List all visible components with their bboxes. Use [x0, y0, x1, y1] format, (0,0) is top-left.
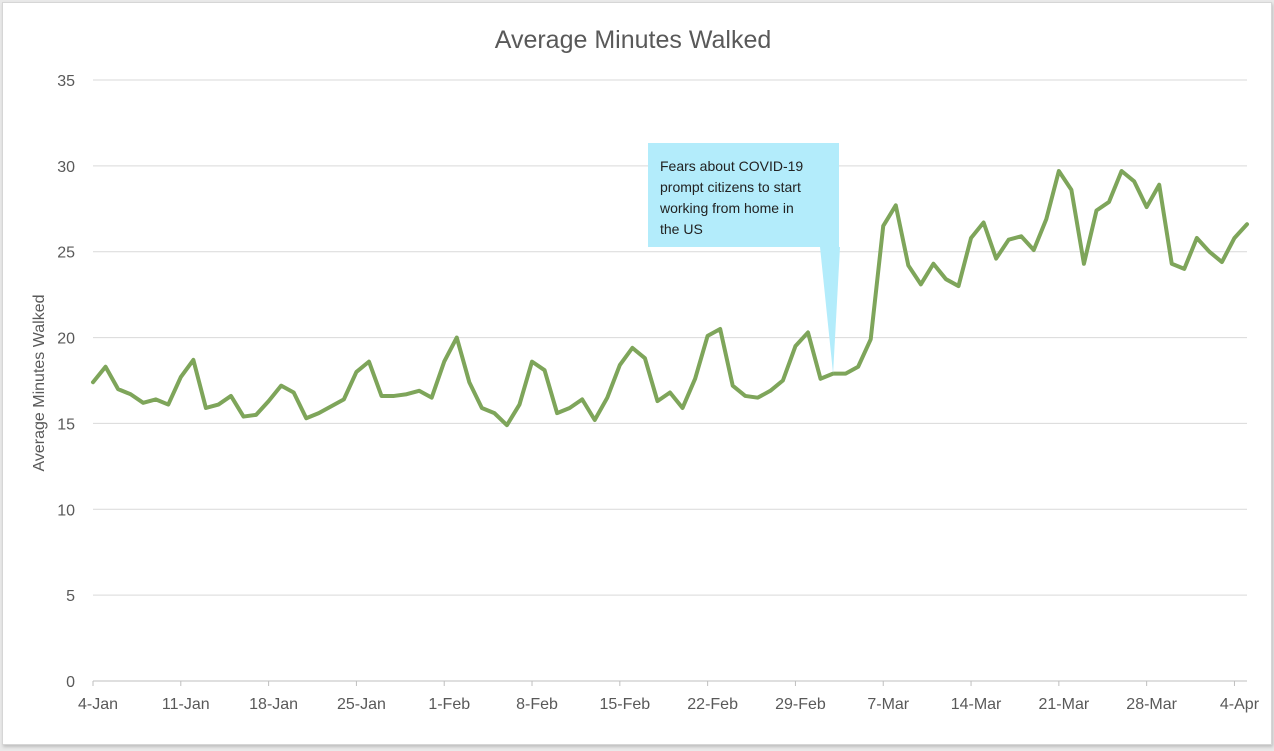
- y-tick-label: 30: [57, 159, 75, 176]
- series-line-group: [91, 169, 1249, 428]
- x-tick-label: 4-Apr: [1220, 696, 1260, 713]
- y-tick-label: 35: [57, 73, 75, 90]
- x-tick-label: 4-Jan: [78, 696, 118, 713]
- x-tick-label: 18-Jan: [249, 696, 298, 713]
- x-tick-label: 14-Mar: [951, 696, 1002, 713]
- x-tick-label: 21-Mar: [1039, 696, 1090, 713]
- x-tick-label: 11-Jan: [162, 696, 210, 713]
- x-tick-label: 28-Mar: [1126, 696, 1177, 713]
- y-tick-label: 0: [66, 674, 75, 691]
- y-tick-label: 15: [57, 416, 75, 433]
- callout-text-line: working from home in: [659, 200, 794, 216]
- y-tick-label: 25: [57, 245, 75, 262]
- y-tick-label: 10: [57, 502, 75, 519]
- x-tick-label: 7-Mar: [867, 696, 909, 713]
- line-chart: Average Minutes Walked Average Minutes W…: [31, 26, 1260, 713]
- y-tick-label: 20: [57, 331, 75, 348]
- x-tick-label: 29-Feb: [775, 696, 826, 713]
- x-tick-label: 25-Jan: [337, 696, 386, 713]
- callout-box: [648, 143, 840, 374]
- x-tick-label: 15-Feb: [599, 696, 650, 713]
- y-tick-label: 5: [66, 588, 75, 605]
- callout-text-line: the US: [660, 221, 703, 237]
- y-tick-labels: 0 5 10 15 20 25 30 35: [57, 73, 75, 691]
- callout-text-line: prompt citizens to start: [660, 179, 801, 195]
- gridlines: [93, 79, 1247, 682]
- y-axis-label: Average Minutes Walked: [31, 295, 48, 472]
- chart-title: Average Minutes Walked: [495, 26, 772, 54]
- x-tick-label: 8-Feb: [516, 696, 558, 713]
- x-tick-label: 22-Feb: [687, 696, 738, 713]
- x-tick-label: 1-Feb: [428, 696, 470, 713]
- annotation-callout: Fears about COVID-19 prompt citizens to s…: [648, 143, 840, 374]
- callout-text-line: Fears about COVID-19: [660, 158, 803, 174]
- series-line: [91, 169, 1249, 428]
- x-axis: 4-Jan 11-Jan 18-Jan 25-Jan 1-Feb 8-Feb 15-Feb 2…: [78, 681, 1260, 713]
